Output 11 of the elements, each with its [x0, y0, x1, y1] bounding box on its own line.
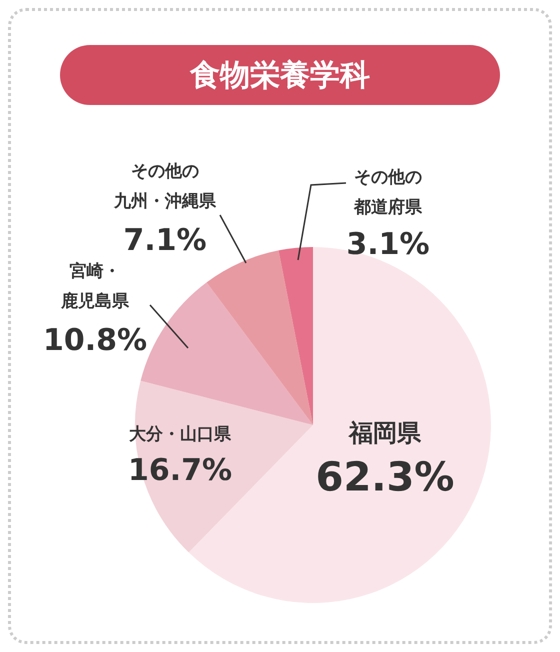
data-label: 3.1% — [346, 226, 430, 262]
data-label: 16.7% — [128, 452, 232, 488]
slice-label: その他の九州・沖縄県 — [113, 161, 217, 212]
slice-label: 大分・山口県 — [129, 424, 232, 444]
chart-title: 食物栄養学科 — [190, 56, 370, 94]
slice-label: 福岡県 — [348, 419, 422, 448]
data-label: 62.3% — [316, 454, 454, 500]
data-label: 10.8% — [42, 322, 148, 358]
slice-label: 宮崎・鹿児島県 — [60, 261, 130, 312]
slice-label: その他の都道府県 — [353, 167, 423, 218]
data-label: 7.1% — [123, 222, 207, 258]
